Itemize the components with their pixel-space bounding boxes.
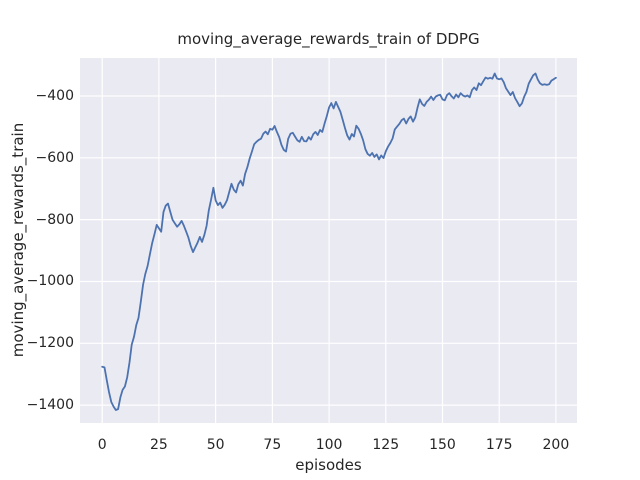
x-tick-label: 175 xyxy=(485,437,513,453)
y-tick-label: −600 xyxy=(35,149,74,166)
x-tick-label: 150 xyxy=(429,437,456,453)
y-tick-label: −400 xyxy=(35,88,74,104)
line-chart xyxy=(80,58,577,423)
y-tick-label: −1000 xyxy=(26,273,74,290)
x-axis-label: episodes xyxy=(295,456,362,474)
y-tick-label: −1400 xyxy=(26,397,74,414)
x-tick-label: 25 xyxy=(150,437,168,453)
y-axis-label: moving_average_rewards_train xyxy=(9,122,27,358)
x-tick-label: 50 xyxy=(206,437,225,453)
x-tick-label: 100 xyxy=(315,437,343,453)
x-tick-label: 0 xyxy=(97,437,107,453)
y-tick-label: −1200 xyxy=(26,335,74,352)
y-tick-label: −800 xyxy=(35,211,74,228)
x-tick-label: 75 xyxy=(263,437,282,453)
x-tick-label: 200 xyxy=(542,437,570,453)
plot-area xyxy=(80,58,577,423)
data-line xyxy=(101,72,557,411)
x-tick-label: 125 xyxy=(372,437,400,453)
chart-title: moving_average_rewards_train of DDPG xyxy=(177,30,480,48)
